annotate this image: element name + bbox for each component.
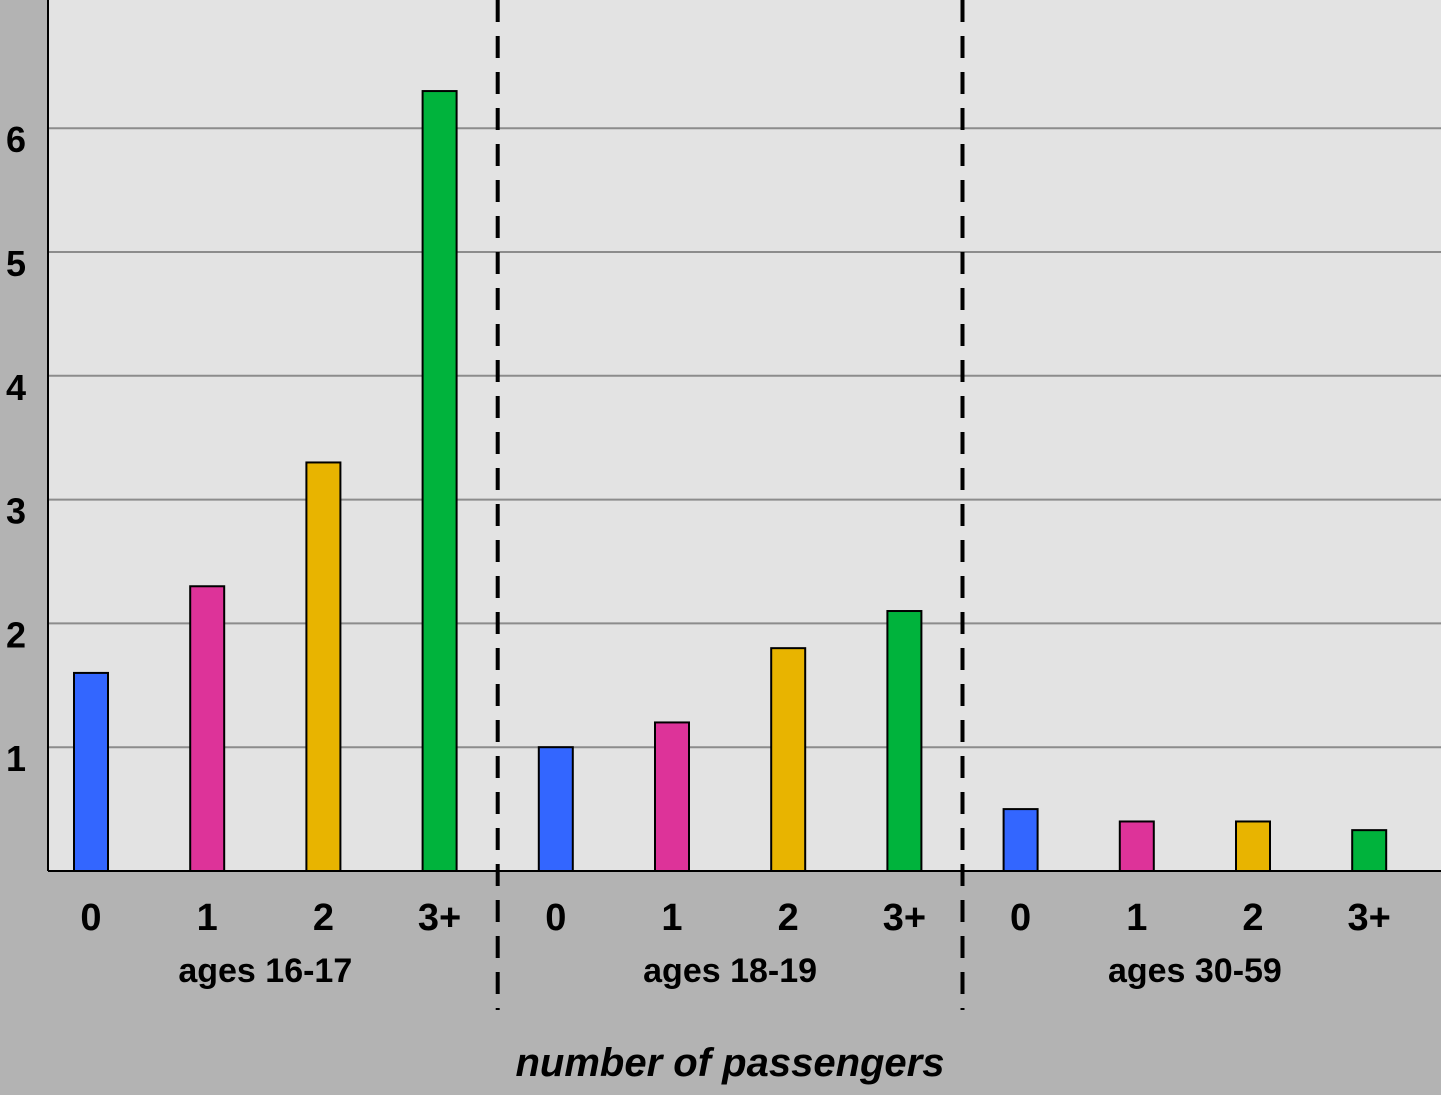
bar xyxy=(1118,820,1155,872)
bar xyxy=(189,585,226,872)
gridlines xyxy=(48,127,1441,749)
bar xyxy=(654,721,690,872)
y-tick-label: 6 xyxy=(6,119,26,160)
x-tick-label: 1 xyxy=(197,897,218,939)
bar xyxy=(73,671,109,872)
y-tick-label: 4 xyxy=(6,367,26,408)
x-tick-label: 3+ xyxy=(883,897,926,939)
x-tick-label: 2 xyxy=(313,897,334,939)
x-tick-label: 1 xyxy=(661,897,682,939)
group-label: ages 18-19 xyxy=(643,952,817,990)
y-tick-label: 2 xyxy=(6,614,26,655)
y-tick-labels: 1 2 3 4 5 6 xyxy=(6,119,26,779)
bar xyxy=(1235,820,1271,872)
x-tick-label: 0 xyxy=(1010,897,1031,939)
x-tick-labels: 0 1 2 3+ 0 1 2 3+ 0 1 2 3+ xyxy=(80,897,1390,939)
x-tick-label: 1 xyxy=(1126,897,1147,939)
group-label: ages 16-17 xyxy=(178,952,352,990)
x-tick-label: 3+ xyxy=(418,897,461,939)
bar xyxy=(1002,808,1039,872)
bar xyxy=(886,610,923,873)
y-tick-label: 5 xyxy=(6,243,26,284)
x-tick-label: 0 xyxy=(545,897,566,939)
bar xyxy=(1351,829,1388,872)
x-tick-label: 0 xyxy=(80,897,101,939)
group-label: ages 30-59 xyxy=(1108,952,1282,990)
bar xyxy=(537,746,574,873)
x-tick-label: 3+ xyxy=(1348,897,1391,939)
group-dividers xyxy=(495,0,965,1010)
group-labels: ages 16-17 ages 18-19 ages 30-59 xyxy=(178,952,1282,990)
x-tick-label: 2 xyxy=(778,897,799,939)
x-tick-label: 2 xyxy=(1242,897,1263,939)
y-tick-label: 3 xyxy=(6,491,26,532)
bars xyxy=(73,90,1388,873)
bar xyxy=(770,647,807,872)
plot-area xyxy=(48,0,1441,871)
x-axis-title: number of passengers xyxy=(515,1041,944,1085)
bar xyxy=(305,461,342,872)
bar xyxy=(421,90,458,872)
y-tick-label: 1 xyxy=(6,738,26,779)
